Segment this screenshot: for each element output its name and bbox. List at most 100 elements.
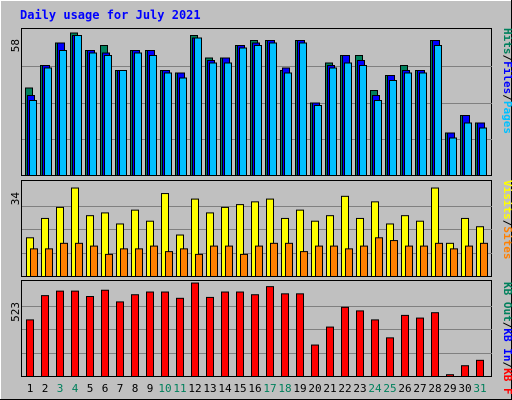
legend-visits-sites: Visits/Sites xyxy=(501,180,512,260)
x-tick-label: 15 xyxy=(233,382,246,395)
sites-bar xyxy=(315,245,323,278)
sites-bar xyxy=(405,245,413,278)
pages-bar xyxy=(404,72,412,176)
pages-bar xyxy=(59,50,67,176)
kb-f-bar xyxy=(446,374,454,377)
sites-bar xyxy=(30,248,38,277)
legend-sep-5: / xyxy=(501,362,512,369)
kb-f-bar xyxy=(176,297,184,377)
pages-bar xyxy=(104,55,112,176)
sites-bar xyxy=(420,245,428,278)
hits-max-label: 58 xyxy=(9,39,22,52)
kb-f-bar xyxy=(71,290,79,377)
kb-f-bar xyxy=(86,296,94,378)
sites-bar xyxy=(450,248,458,277)
sites-bar xyxy=(90,245,98,278)
pages-bar xyxy=(149,55,157,176)
x-tick-label: 5 xyxy=(87,382,94,395)
pages-bar xyxy=(89,52,97,176)
kb-f-bar xyxy=(26,319,34,377)
pages-bar xyxy=(224,62,232,176)
kb-f-bar xyxy=(461,365,469,378)
pages-bar xyxy=(389,80,397,176)
x-tick-label: 2 xyxy=(42,382,49,395)
chart-marks xyxy=(22,32,492,378)
kb-f-bar xyxy=(101,289,109,377)
x-tick-label: 29 xyxy=(443,382,456,395)
legend-kb-f: KB F xyxy=(501,368,512,395)
sites-bar xyxy=(195,253,203,278)
x-tick-label: 26 xyxy=(398,382,411,395)
x-tick-label: 9 xyxy=(147,382,154,395)
sites-bar xyxy=(345,248,353,277)
pages-bar xyxy=(479,127,487,176)
pages-bar xyxy=(239,47,247,176)
pages-bar xyxy=(314,105,322,176)
legend-files: Files xyxy=(501,61,512,94)
sites-bar xyxy=(45,248,53,277)
sites-bar xyxy=(480,242,488,278)
kb-f-bar xyxy=(251,294,259,378)
x-tick-label: 1 xyxy=(27,382,34,395)
sites-bar xyxy=(135,248,143,277)
pages-bar xyxy=(359,65,367,176)
x-tick-label: 7 xyxy=(117,382,124,395)
x-tick-label: 11 xyxy=(173,382,186,395)
kb-f-bar xyxy=(476,359,484,378)
kb-f-bar xyxy=(41,295,49,377)
kb-f-bar xyxy=(311,344,319,377)
sites-bar xyxy=(225,245,233,278)
legend-sep-1: / xyxy=(501,55,512,62)
sites-bar xyxy=(465,245,473,278)
kb-f-bar xyxy=(266,286,274,378)
pages-bar xyxy=(329,67,337,176)
legend-sep-4: / xyxy=(501,322,512,329)
pages-bar xyxy=(434,45,442,176)
kb-f-bar xyxy=(131,294,139,378)
legend-kbytes: KB Out/KB In/KB F xyxy=(501,282,512,395)
sites-bar xyxy=(240,253,248,278)
x-tick-label: 6 xyxy=(102,382,109,395)
sites-bar xyxy=(270,242,278,278)
x-tick-label: 27 xyxy=(413,382,426,395)
kb-f-bar xyxy=(386,337,394,377)
sites-bar xyxy=(120,248,128,277)
visits-max-label: 34 xyxy=(9,192,22,206)
legend-kb-out: KB Out xyxy=(501,282,512,322)
pages-bar xyxy=(299,42,307,176)
x-tick-label: 19 xyxy=(293,382,306,395)
sites-bar xyxy=(300,251,308,277)
pages-bar xyxy=(419,72,427,176)
x-tick-label: 4 xyxy=(72,382,79,395)
x-tick-label: 25 xyxy=(383,382,396,395)
sites-bar xyxy=(105,253,113,278)
sites-bar xyxy=(285,242,293,278)
x-tick-label: 23 xyxy=(353,382,366,395)
sites-bar xyxy=(210,245,218,278)
x-tick-label: 8 xyxy=(132,382,139,395)
sites-bar xyxy=(375,237,383,277)
kbytes-max-label: 523 xyxy=(9,302,22,322)
legend-sites: Sites xyxy=(501,226,512,259)
sites-bar xyxy=(180,248,188,277)
sites-bar xyxy=(330,245,338,278)
legend-visits: Visits xyxy=(501,180,512,220)
x-tick-label: 13 xyxy=(203,382,216,395)
kb-f-bar xyxy=(236,291,244,378)
pages-bar xyxy=(164,72,172,176)
kb-f-bar xyxy=(56,290,64,377)
x-tick-label: 24 xyxy=(368,382,382,395)
x-tick-label: 22 xyxy=(338,382,351,395)
kb-f-bar xyxy=(401,314,409,378)
x-tick-label: 12 xyxy=(188,382,201,395)
x-tick-label: 14 xyxy=(218,382,232,395)
kb-f-bar xyxy=(206,296,214,377)
pages-bar xyxy=(194,37,202,176)
x-tick-label: 17 xyxy=(263,382,276,395)
legend-pages: Pages xyxy=(501,101,512,134)
x-tick-label: 16 xyxy=(248,382,261,395)
sites-bar xyxy=(165,251,173,277)
x-axis-labels: 1 2 3 4 5 6 7 8 9 10 11 12 13 14 15 16 17 18 19 20 21 22 23 24 2… xyxy=(27,382,487,395)
kb-f-bar xyxy=(116,301,124,378)
